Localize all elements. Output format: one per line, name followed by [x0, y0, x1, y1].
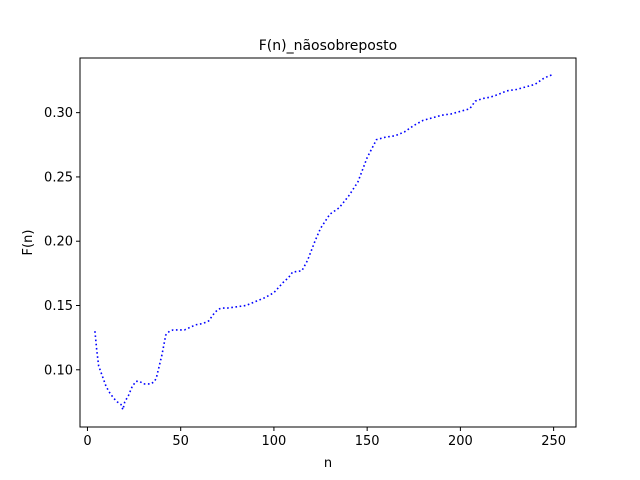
- x-tick-label: 250: [541, 434, 566, 449]
- x-axis-label: n: [324, 456, 332, 471]
- y-tick-label: 0.20: [44, 235, 73, 250]
- chart-title: F(n)_nãosobreposto: [259, 38, 397, 54]
- x-tick-label: 200: [448, 434, 473, 449]
- y-axis-label: F(n): [21, 230, 36, 256]
- axes-frame: [79, 57, 577, 428]
- y-axis: 0.10 0.15 0.20 0.25 0.30: [44, 106, 80, 378]
- x-tick-label: 50: [172, 434, 189, 449]
- x-axis: 0 50 100 150 200 250: [83, 427, 566, 449]
- x-tick-label: 0: [83, 434, 91, 449]
- y-tick-label: 0.10: [44, 363, 73, 378]
- x-tick-label: 100: [262, 434, 287, 449]
- y-tick-label: 0.30: [44, 106, 73, 121]
- y-tick-label: 0.15: [44, 299, 73, 314]
- x-tick-label: 150: [355, 434, 380, 449]
- y-tick-label: 0.25: [44, 170, 73, 185]
